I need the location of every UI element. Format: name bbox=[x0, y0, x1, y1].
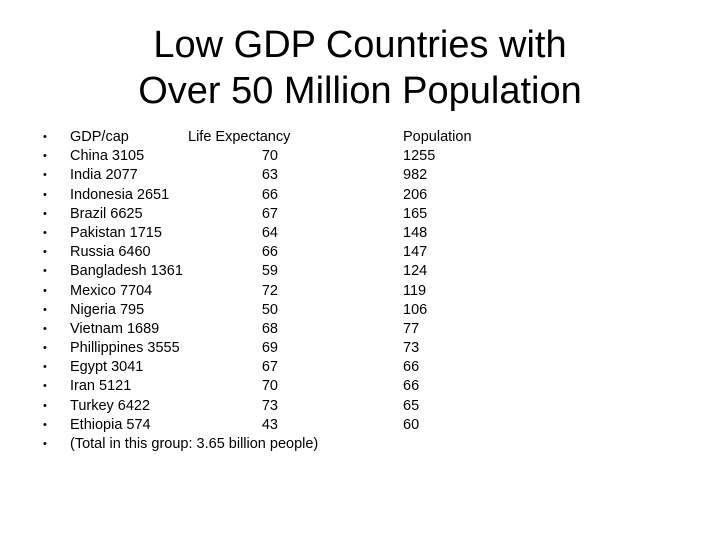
bullet-icon: • bbox=[43, 226, 47, 239]
population: 73 bbox=[403, 340, 420, 357]
data-row: • Pakistan 1715 64 148 bbox=[0, 224, 720, 243]
data-row: • Brazil 6625 67 165 bbox=[0, 205, 720, 224]
population: 148 bbox=[403, 224, 428, 241]
life-expectancy: 70 bbox=[261, 148, 278, 165]
bullet-list: • GDP/cap Life Expectancy Population • C… bbox=[0, 128, 720, 454]
data-row: • Iran 5121 70 66 bbox=[0, 377, 720, 396]
life-expectancy: 72 bbox=[261, 282, 278, 299]
header-life-expectancy: Life Expectancy bbox=[188, 129, 291, 145]
bullet-icon: • bbox=[43, 361, 47, 374]
population: 982 bbox=[403, 167, 428, 184]
population: 119 bbox=[403, 282, 427, 299]
life-expectancy: 66 bbox=[261, 186, 278, 203]
bullet-icon: • bbox=[43, 303, 47, 316]
bullet-icon: • bbox=[43, 169, 47, 182]
data-row: • Indonesia 2651 66 206 bbox=[0, 186, 720, 205]
life-expectancy: 64 bbox=[261, 224, 278, 241]
life-expectancy: 67 bbox=[261, 359, 278, 376]
title-line-1: Low GDP Countries with bbox=[153, 24, 567, 66]
header-gdp: GDP/cap bbox=[70, 129, 129, 145]
data-row: • China 3105 70 1255 bbox=[0, 147, 720, 166]
country-gdp: Vietnam 1689 bbox=[70, 320, 160, 337]
bullet-icon: • bbox=[43, 131, 47, 143]
country-gdp: Nigeria 795 bbox=[70, 301, 145, 318]
footer-row: • (Total in this group: 3.65 billion peo… bbox=[0, 435, 720, 454]
data-row: • Ethiopia 574 43 60 bbox=[0, 416, 720, 435]
life-expectancy: 66 bbox=[261, 244, 278, 261]
bullet-icon: • bbox=[43, 207, 47, 220]
country-gdp: Brazil 6625 bbox=[70, 205, 143, 222]
country-gdp: Iran 5121 bbox=[70, 378, 132, 395]
bullet-icon: • bbox=[43, 246, 47, 259]
country-gdp: Ethiopia 574 bbox=[70, 416, 151, 433]
life-expectancy: 68 bbox=[261, 320, 278, 337]
population: 147 bbox=[403, 244, 428, 261]
population: 124 bbox=[403, 263, 428, 280]
country-gdp: China 3105 bbox=[70, 148, 145, 165]
data-row: • Mexico 7704 72 119 bbox=[0, 282, 720, 301]
country-gdp: Turkey 6422 bbox=[70, 397, 151, 414]
bullet-icon: • bbox=[43, 342, 47, 355]
country-gdp: Russia 6460 bbox=[70, 244, 151, 261]
life-expectancy: 73 bbox=[261, 397, 278, 414]
header-row: • GDP/cap Life Expectancy Population bbox=[0, 128, 720, 147]
bullet-icon: • bbox=[43, 380, 47, 393]
bullet-icon: • bbox=[43, 188, 47, 201]
bullet-icon: • bbox=[43, 438, 47, 450]
life-expectancy: 70 bbox=[261, 378, 278, 395]
data-row: • Nigeria 795 50 106 bbox=[0, 301, 720, 320]
population: 1255 bbox=[403, 148, 436, 165]
data-row: • Egypt 3041 67 66 bbox=[0, 358, 720, 377]
bullet-icon: • bbox=[43, 322, 47, 335]
country-gdp: Indonesia 2651 bbox=[70, 186, 170, 203]
life-expectancy: 67 bbox=[261, 205, 278, 222]
data-row: • Bangladesh 1361 59 124 bbox=[0, 262, 720, 281]
population: 66 bbox=[403, 378, 420, 395]
country-gdp: Phillippines 3555 bbox=[70, 340, 180, 357]
bullet-icon: • bbox=[43, 418, 47, 431]
population: 65 bbox=[403, 397, 420, 414]
header-population: Population bbox=[403, 129, 472, 145]
bullet-icon: • bbox=[43, 150, 47, 163]
data-row: • Vietnam 1689 68 77 bbox=[0, 320, 720, 339]
data-row: • Turkey 6422 73 65 bbox=[0, 397, 720, 416]
slide-title: Low GDP Countries with Over 50 Million P… bbox=[40, 22, 680, 114]
life-expectancy: 63 bbox=[261, 167, 278, 184]
bullet-icon: • bbox=[43, 399, 47, 412]
total-note: (Total in this group: 3.65 billion peopl… bbox=[70, 436, 319, 452]
life-expectancy: 59 bbox=[261, 263, 278, 280]
population: 106 bbox=[403, 301, 428, 318]
population: 206 bbox=[403, 186, 428, 203]
title-line-2: Over 50 Million Population bbox=[138, 70, 582, 112]
data-row: • India 2077 63 982 bbox=[0, 166, 720, 185]
population: 165 bbox=[403, 205, 428, 222]
population: 77 bbox=[403, 320, 420, 337]
life-expectancy: 43 bbox=[261, 416, 278, 433]
country-gdp: Egypt 3041 bbox=[70, 359, 144, 376]
country-gdp: Pakistan 1715 bbox=[70, 224, 162, 241]
country-gdp: Bangladesh 1361 bbox=[70, 263, 183, 280]
life-expectancy: 69 bbox=[261, 340, 278, 357]
data-row: • Phillippines 3555 69 73 bbox=[0, 339, 720, 358]
bullet-icon: • bbox=[43, 265, 47, 278]
country-gdp: Mexico 7704 bbox=[70, 282, 153, 299]
data-row: • Russia 6460 66 147 bbox=[0, 243, 720, 262]
country-gdp: India 2077 bbox=[70, 167, 138, 184]
life-expectancy: 50 bbox=[261, 301, 278, 318]
population: 60 bbox=[403, 416, 420, 433]
population: 66 bbox=[403, 359, 420, 376]
bullet-icon: • bbox=[43, 284, 47, 297]
